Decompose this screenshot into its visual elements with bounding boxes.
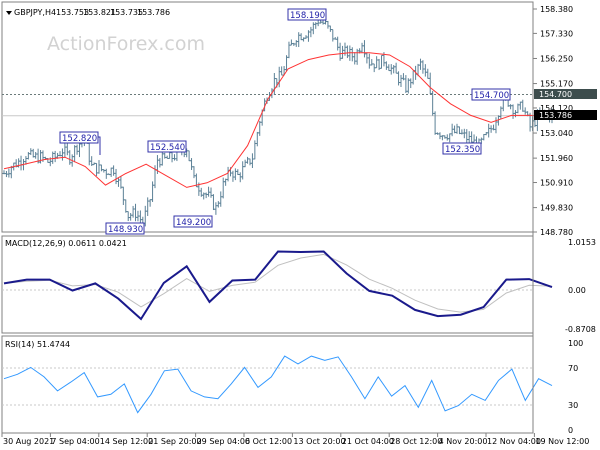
price-tick: 149.830 [540,204,573,213]
price-tick: 155.170 [540,80,573,89]
time-tick: 21 Oct 04:00 [342,437,394,446]
time-tick: 19 Nov 12:00 [535,437,589,446]
time-tick: 29 Sep 04:00 [197,437,250,446]
macd-tick: -0.8708 [565,325,596,334]
macd-title: MACD(12,26,9) 0.0611 0.0421 [5,239,127,248]
annotation-149200: 149.200 [173,215,213,228]
rsi-pane [1,335,534,434]
rsi-tick: 0 [568,426,573,435]
annotation-152820: 152.820 [59,131,101,155]
price-axis: 158.380 157.330 156.250 155.170 154.120 153.0… [533,5,573,237]
watermark: ActionForex.com [47,33,205,55]
annotation-152540: 152.540 [147,140,187,153]
time-tick: 14 Sep 12:00 [100,437,153,446]
macd-line [3,250,553,321]
macd-pane [1,235,534,334]
svg-text:158.190: 158.190 [290,11,325,21]
macd-tick: 0.00 [568,286,586,295]
low-value: 153.735 [110,8,143,17]
svg-text:148.930: 148.930 [108,225,143,235]
dropdown-triangle-icon[interactable] [6,11,12,15]
svg-text:152.820: 152.820 [62,134,97,144]
rsi-title: RSI(14) 51.4744 [5,340,70,349]
current-price-tag: 153.786 [534,110,597,120]
price-tick: 156.250 [540,54,573,63]
price-tick: 153.040 [540,129,573,138]
ohlc-readout: 153.753 153.821 153.735 153.786 [56,8,170,17]
time-tick: 13 Oct 20:00 [293,437,345,446]
symbol-title: GBPJPY,H4 [14,8,56,17]
rsi-tick: 30 [568,401,578,410]
price-tick: 157.330 [540,29,573,38]
annotation-154700: 154.700 [471,88,511,101]
svg-text:154.700: 154.700 [539,90,572,99]
price-tick: 151.960 [540,154,573,163]
annotation-148930: 148.930 [105,222,145,235]
svg-text:153.786: 153.786 [539,111,572,120]
resistance-price-tag: 154.700 [534,89,597,99]
price-tick: 150.910 [540,179,573,188]
time-tick: 6 Oct 12:00 [245,437,292,446]
time-tick: 4 Nov 20:00 [439,437,488,446]
time-tick: 28 Oct 12:00 [390,437,442,446]
open-value: 153.753 [56,8,89,17]
svg-text:152.540: 152.540 [150,143,185,153]
price-bars [2,17,554,228]
time-tick: 12 Nov 04:00 [487,437,541,446]
annotation-152350: 152.350 [442,142,482,155]
time-tick: 21 Sep 20:00 [148,437,201,446]
price-tick: 154.120 [540,104,573,113]
rsi-tick: 70 [568,364,578,373]
svg-text:154.700: 154.700 [474,91,509,101]
time-tick: 7 Sep 04:00 [51,437,99,446]
high-value: 153.821 [83,8,116,17]
rsi-axis: 100 70 30 0 [568,339,583,435]
svg-text:152.350: 152.350 [445,145,480,155]
moving-average-line [3,52,553,188]
time-tick: 30 Aug 2021 [3,437,54,446]
macd-axis: 1.0153 0.00 -0.8708 [565,238,596,334]
macd-tick: 1.0153 [568,238,596,247]
price-tick: 158.380 [540,5,573,14]
rsi-line [3,355,553,414]
price-tick: 148.780 [540,228,573,237]
close-value: 153.786 [137,8,170,17]
price-pane [1,1,534,233]
annotation-158190: 158.190 [287,8,327,21]
svg-text:149.200: 149.200 [176,218,211,228]
rsi-tick: 100 [568,339,583,348]
